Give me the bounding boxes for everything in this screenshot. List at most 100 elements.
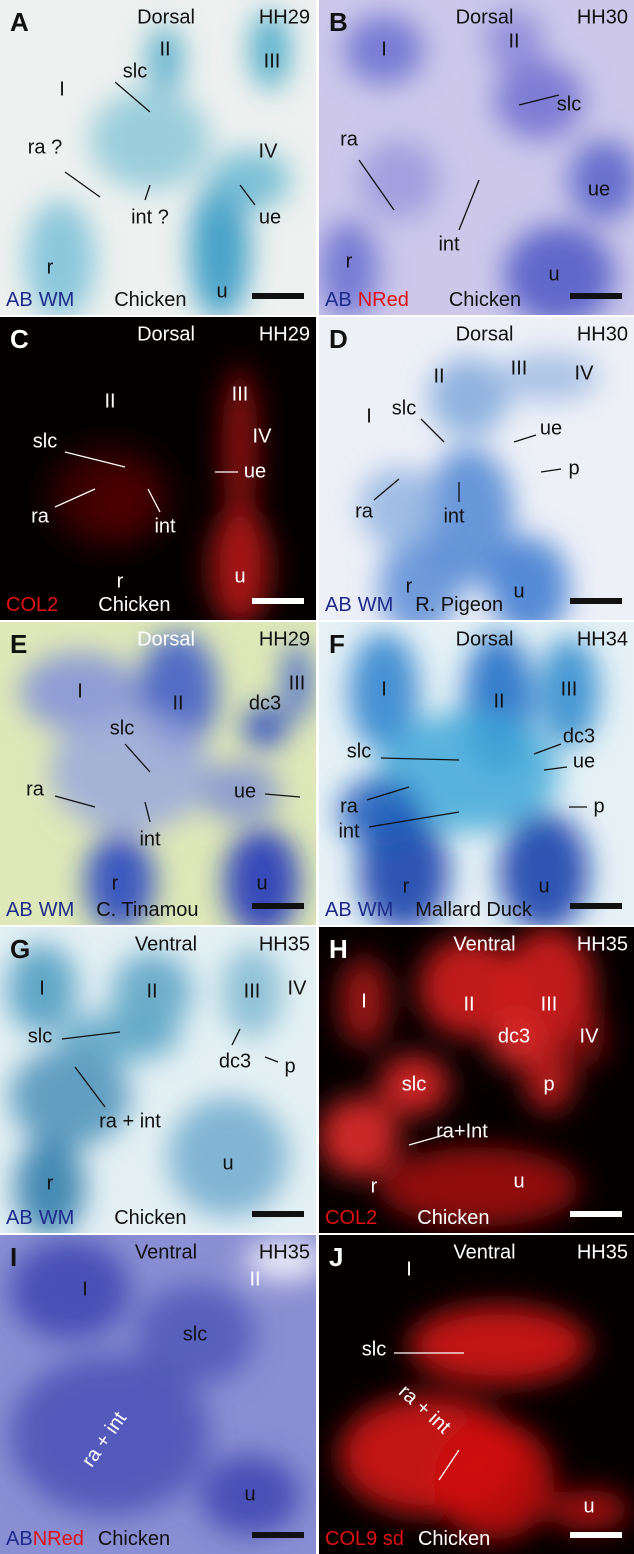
structure-label: slc: [392, 397, 416, 419]
leader-line: [438, 1449, 460, 1481]
stage-label: HH30: [577, 323, 628, 345]
tissue-blob: [319, 220, 379, 315]
scale-bar: [252, 1532, 304, 1538]
structure-label: u: [583, 1495, 594, 1517]
tissue-blob: [349, 632, 419, 752]
tissue-blob: [200, 1455, 300, 1535]
stain-label: AB: [6, 1207, 33, 1229]
tissue-blob: [210, 507, 270, 620]
stain-line: AB WM Mallard Duck: [325, 899, 533, 921]
scale-bar: [570, 1211, 622, 1217]
leader-line: [408, 1134, 445, 1146]
structure-label: dc3: [249, 692, 281, 714]
stain-line: COL2 Chicken: [6, 594, 171, 616]
view-label: Dorsal: [456, 323, 514, 345]
leader-line: [124, 743, 151, 773]
structure-label: III: [511, 357, 528, 379]
scale-bar: [252, 293, 304, 299]
stain-label: WM: [39, 899, 75, 921]
species-label: Chicken: [449, 289, 521, 311]
tissue-blob: [60, 1012, 180, 1062]
tissue-blob: [569, 140, 634, 220]
structure-label: int: [139, 828, 161, 850]
tissue-blob: [112, 952, 192, 1032]
stain-line: AB WM C. Tinamou: [6, 899, 199, 921]
structure-label: int: [338, 820, 360, 842]
tissue-blob: [7, 944, 77, 1034]
structure-label: int: [438, 233, 460, 255]
stain-label: COL2: [6, 594, 58, 616]
tissue-blob: [10, 1047, 130, 1147]
image-area: [0, 0, 316, 315]
structure-label: ue: [573, 750, 595, 772]
structure-label: u: [222, 1152, 233, 1174]
structure-label: IV: [288, 977, 308, 999]
structure-label: II: [159, 38, 170, 60]
tissue-blob: [243, 705, 287, 749]
tissue-blob: [489, 537, 569, 620]
tissue-blob: [50, 712, 210, 832]
structure-label: r: [403, 875, 410, 897]
stain-line: AB WM Chicken: [6, 289, 187, 311]
stage-label: HH30: [577, 6, 628, 28]
leader-line: [264, 793, 301, 798]
species-label: Chicken: [98, 1528, 170, 1550]
species-label: Chicken: [98, 594, 170, 616]
leader-line: [147, 488, 161, 513]
tissue-blob: [15, 1137, 85, 1233]
panel-letter: A: [10, 7, 29, 37]
tissue: [339, 1305, 629, 1540]
structure-label: u: [216, 280, 227, 302]
scale-bar: [570, 903, 622, 909]
structure-label: III: [232, 383, 249, 405]
structure-label: u: [513, 1170, 524, 1192]
structure-label: ue: [244, 460, 266, 482]
structure-label: II: [508, 30, 519, 52]
stage-label: HH35: [259, 933, 310, 955]
stain-line: AB WM R. Pigeon: [325, 594, 503, 616]
leader-line: [144, 184, 151, 201]
tissue-blob: [222, 947, 282, 1037]
panel-letter: I: [10, 1242, 17, 1272]
view-label: Dorsal: [456, 6, 514, 28]
tissue-blob: [222, 367, 258, 527]
panel-letter: C: [10, 324, 29, 354]
structure-label: I: [366, 405, 372, 427]
structure-label: I: [77, 680, 83, 702]
structure-label: II: [146, 980, 157, 1002]
structure-label: I: [406, 1258, 412, 1280]
tissue-blob: [504, 225, 614, 315]
leader-line: [358, 159, 395, 211]
stain-label: WM: [39, 289, 75, 311]
tissue-blob: [339, 957, 389, 1047]
leader-line: [368, 811, 460, 828]
tissue-blob: [210, 150, 290, 210]
species-label: Mallard Duck: [415, 899, 533, 921]
scale-bar: [570, 1532, 622, 1538]
tissue-blob: [499, 812, 589, 925]
tissue-blob: [489, 1017, 539, 1067]
tissue: [319, 10, 634, 315]
tissue-blob: [319, 1097, 399, 1177]
stain-label: COL9 sd: [325, 1528, 404, 1550]
structure-label: I: [59, 78, 65, 100]
leader-line: [114, 81, 151, 113]
structure-label: IV: [580, 1025, 600, 1047]
structure-label: r: [406, 575, 413, 597]
species-label: C. Tinamou: [96, 899, 198, 921]
structure-label: p: [568, 457, 579, 479]
structure-label: slc: [28, 1025, 52, 1047]
tissue: [10, 1240, 316, 1535]
tissue: [20, 632, 312, 925]
stain-label: WM: [358, 594, 394, 616]
structure-label: ue: [588, 178, 610, 200]
stage-label: HH35: [577, 1241, 628, 1263]
structure-label: ra + int: [99, 1110, 161, 1132]
structure-label: r: [112, 872, 119, 894]
panel-letter: H: [329, 934, 348, 964]
leader-line: [64, 171, 101, 198]
